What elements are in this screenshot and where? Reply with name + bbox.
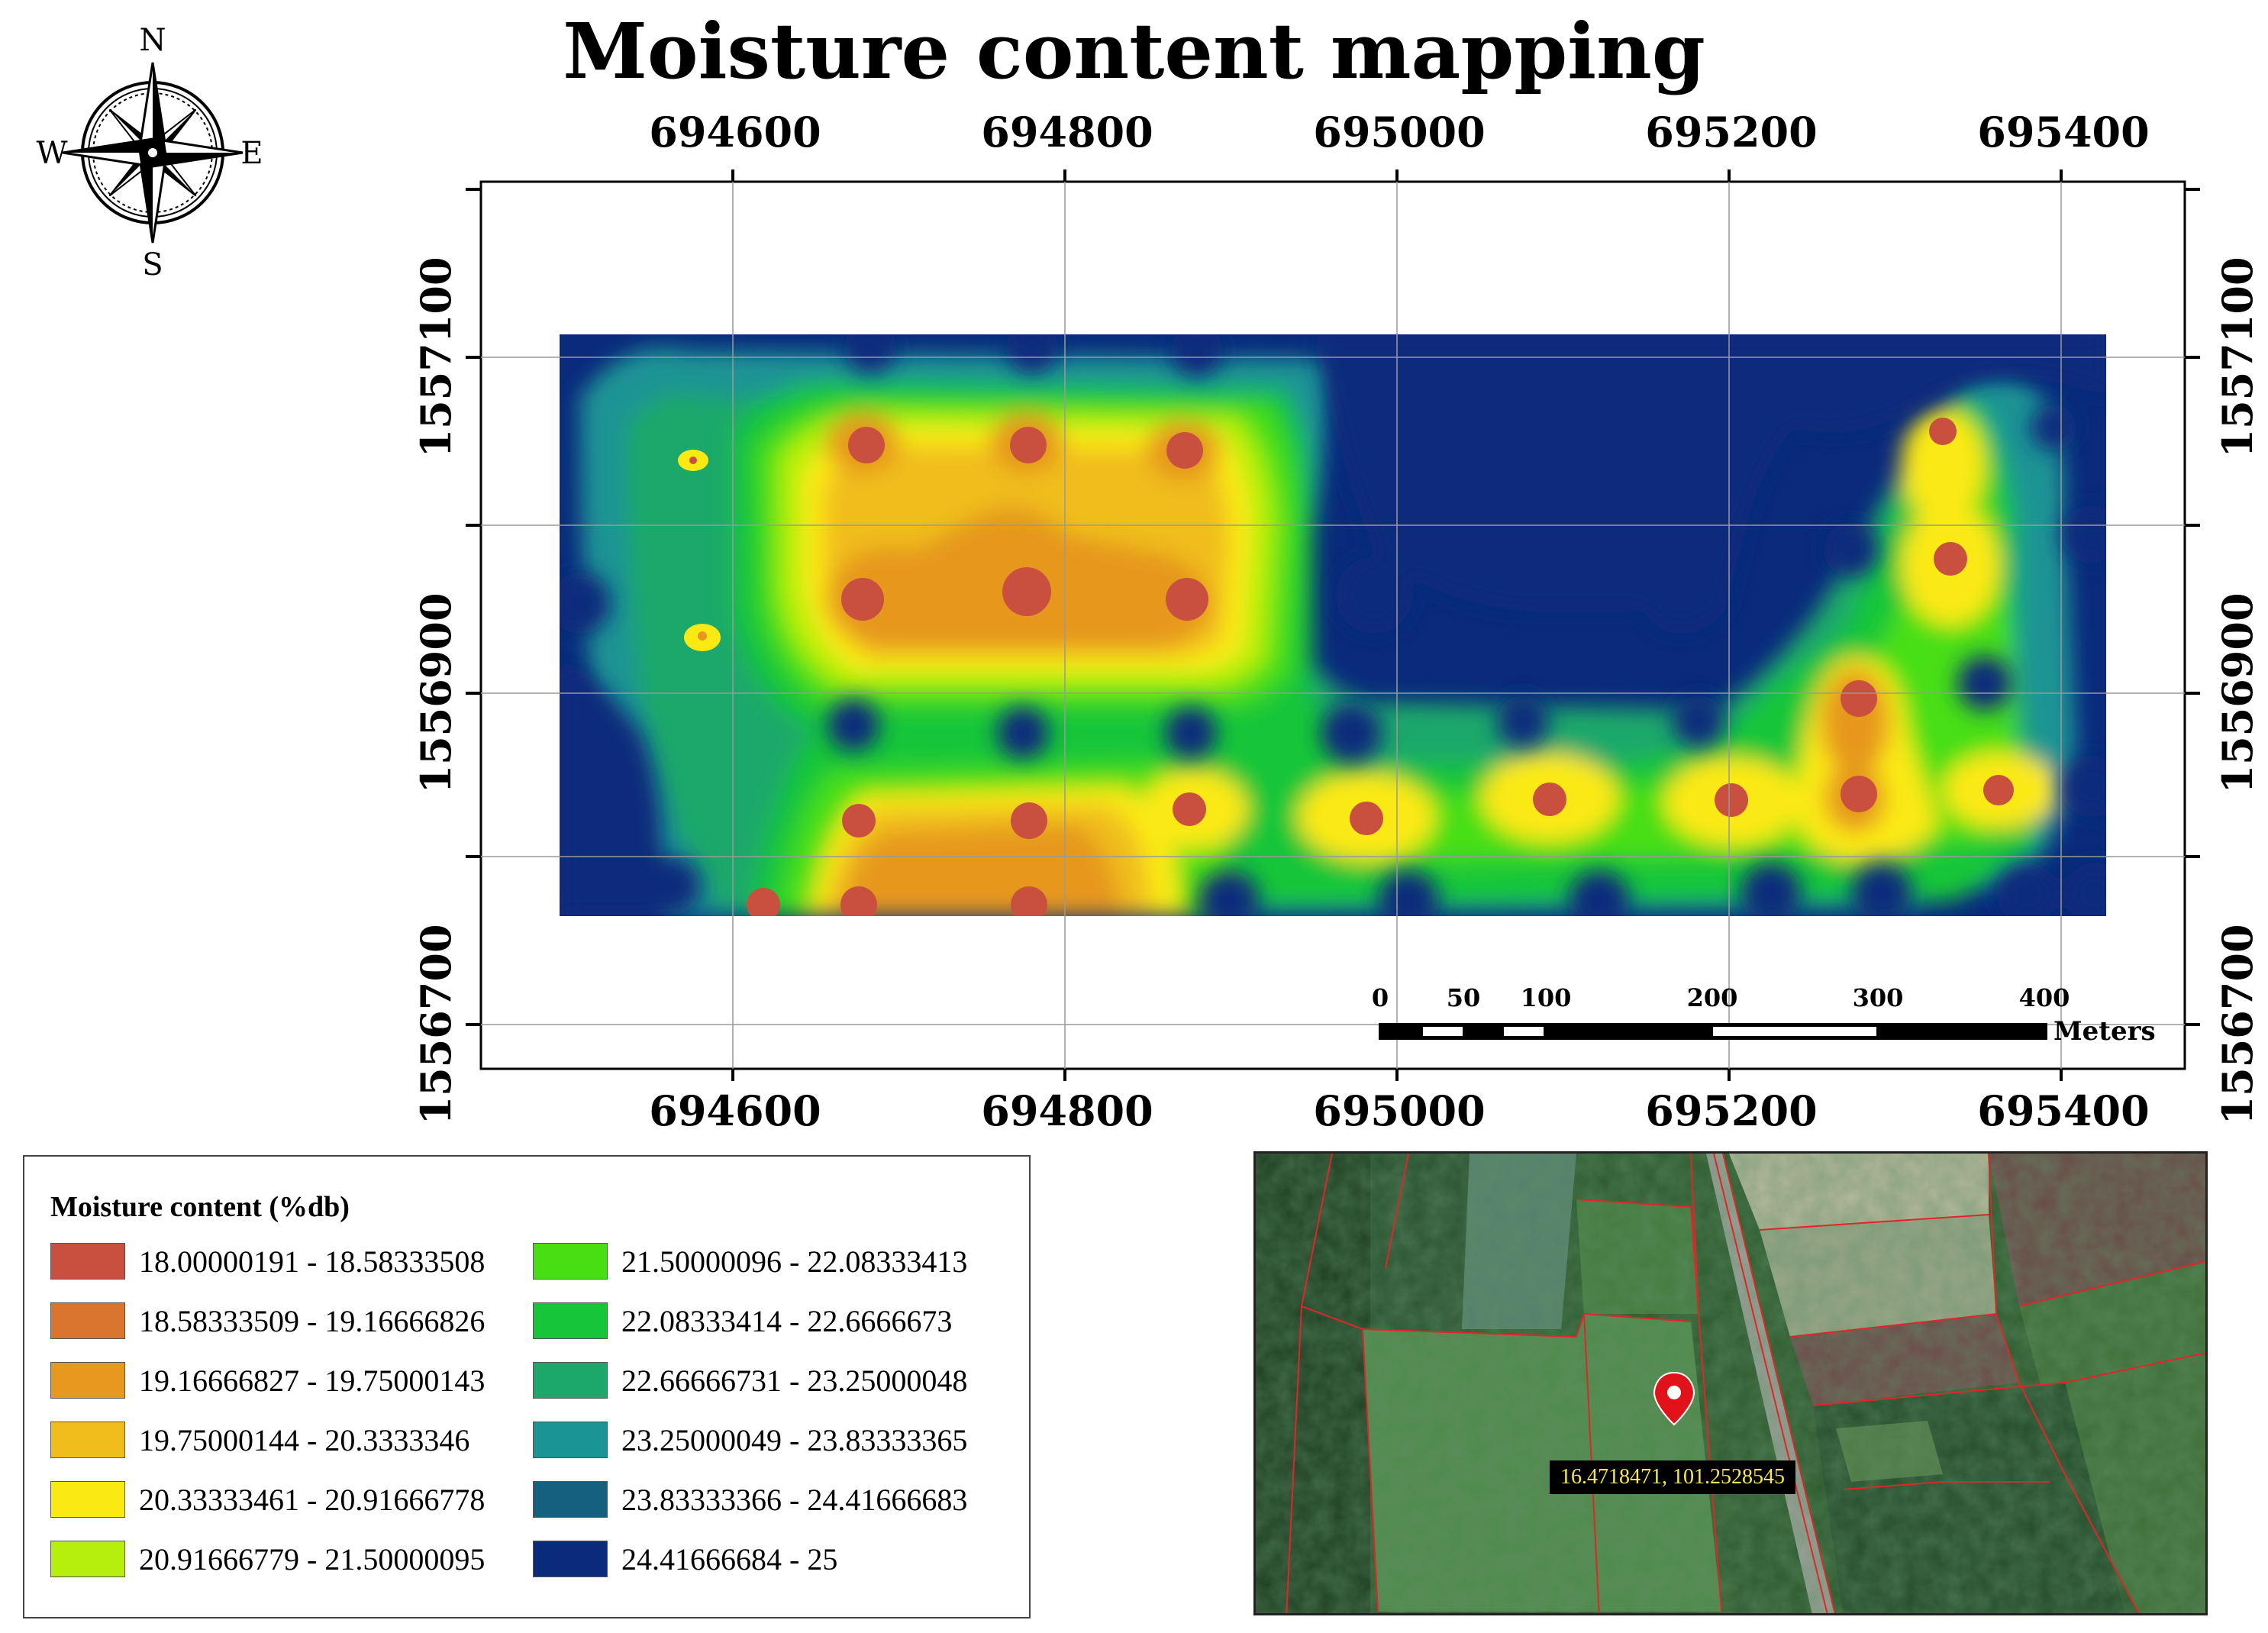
- legend-item: 18.58333509 - 19.16666826: [50, 1302, 485, 1340]
- legend-item: 23.25000049 - 23.83333365: [533, 1421, 967, 1459]
- legend-label: 23.25000049 - 23.83333365: [621, 1422, 968, 1457]
- scale-label-100: 100: [1521, 983, 1572, 1012]
- legend-swatch: [533, 1422, 608, 1458]
- map-grid: [481, 182, 2185, 1069]
- legend-item: 19.16666827 - 19.75000143: [50, 1361, 485, 1399]
- compass-east: E: [240, 136, 263, 171]
- compass-rose-icon: N S E W: [36, 23, 263, 282]
- legend-swatch: [533, 1481, 608, 1518]
- legend-swatch: [50, 1302, 125, 1339]
- legend-item: 19.75000144 - 20.3333346: [50, 1421, 469, 1459]
- x-tick-top-4: 695400: [1977, 108, 2149, 157]
- legend-swatch: [50, 1362, 125, 1399]
- scale-label-50: 50: [1447, 983, 1481, 1012]
- scale-label-400: 400: [2019, 983, 2070, 1012]
- legend-label: 18.58333509 - 19.16666826: [139, 1303, 486, 1338]
- x-tick-top-3: 695200: [1645, 108, 1817, 157]
- scale-label-200: 200: [1687, 983, 1738, 1012]
- y-tick-left-2: 1556700: [411, 924, 460, 1125]
- x-tick-bottom-1: 694800: [981, 1086, 1153, 1130]
- x-tick-top-1: 694800: [981, 108, 1153, 157]
- moisture-map: 694600 694800 695000 695200 695400 69460…: [411, 108, 2262, 1130]
- y-tick-right-2: 1556700: [2213, 924, 2262, 1125]
- legend-item: 22.08333414 - 22.6666673: [533, 1302, 952, 1340]
- compass-south: S: [142, 247, 163, 282]
- legend-item: 20.91666779 - 21.50000095: [50, 1540, 485, 1578]
- x-tick-bottom-2: 695000: [1313, 1086, 1485, 1130]
- legend-item: 20.33333461 - 20.91666778: [50, 1480, 485, 1518]
- legend-swatch: [533, 1541, 608, 1577]
- legend-swatch: [50, 1243, 125, 1280]
- legend-label: 18.00000191 - 18.58333508: [139, 1244, 486, 1279]
- moisture-raster: [560, 334, 2106, 916]
- axis-ticks: [466, 169, 2200, 1081]
- satellite-image: [1256, 1154, 2205, 1613]
- legend-item: 22.66666731 - 23.25000048: [533, 1361, 967, 1399]
- legend-label: 20.91666779 - 21.50000095: [139, 1541, 486, 1577]
- legend-label: 22.08333414 - 22.6666673: [621, 1303, 953, 1338]
- legend-swatch: [533, 1243, 608, 1280]
- compass-west: W: [36, 136, 67, 171]
- x-tick-top-0: 694600: [649, 108, 821, 157]
- legend-item: 18.00000191 - 18.58333508: [50, 1242, 485, 1280]
- x-tick-bottom-3: 695200: [1645, 1086, 1817, 1130]
- scale-label-0: 0: [1372, 983, 1389, 1012]
- coordinate-label: 16.4718471, 101.2528545: [1550, 1460, 1795, 1494]
- x-tick-top-2: 695000: [1313, 108, 1485, 157]
- scale-unit: Meters: [2053, 1016, 2156, 1047]
- legend-item: 21.50000096 - 22.08333413: [533, 1242, 967, 1280]
- map-title: Moisture content mapping: [563, 6, 1705, 96]
- legend-swatch: [50, 1481, 125, 1518]
- legend-label: 19.75000144 - 20.3333346: [139, 1422, 470, 1457]
- location-pin-icon: [1653, 1371, 1695, 1426]
- compass-north: N: [140, 23, 166, 58]
- legend-swatch: [533, 1362, 608, 1399]
- y-tick-right-1: 1556900: [2213, 592, 2262, 793]
- satellite-inset: 16.4718471, 101.2528545: [1253, 1151, 2208, 1615]
- legend-item: 23.83333366 - 24.41666683: [533, 1480, 967, 1518]
- legend-label: 22.66666731 - 23.25000048: [621, 1363, 968, 1398]
- legend-swatch: [50, 1541, 125, 1577]
- legend-label: 24.41666684 - 25: [621, 1541, 838, 1577]
- y-tick-left-0: 1557100: [411, 257, 460, 457]
- x-tick-bottom-4: 695400: [1977, 1086, 2149, 1130]
- scale-bar: 0 50 100 200 300 400 Meters: [1372, 983, 2156, 1047]
- scale-label-300: 300: [1853, 983, 1904, 1012]
- legend-label: 19.16666827 - 19.75000143: [139, 1363, 486, 1398]
- legend-swatch: [50, 1422, 125, 1458]
- legend-label: 21.50000096 - 22.08333413: [621, 1244, 968, 1279]
- x-tick-bottom-0: 694600: [649, 1086, 821, 1130]
- legend-label: 20.33333461 - 20.91666778: [139, 1482, 486, 1517]
- legend: Moisture content (%db) 18.00000191 - 18.…: [23, 1155, 1031, 1618]
- legend-label: 23.83333366 - 24.41666683: [621, 1482, 968, 1517]
- legend-title: Moisture content (%db): [50, 1191, 350, 1223]
- y-tick-right-0: 1557100: [2213, 257, 2262, 457]
- legend-item: 24.41666684 - 25: [533, 1540, 837, 1578]
- legend-swatch: [533, 1302, 608, 1339]
- y-tick-left-1: 1556900: [411, 592, 460, 793]
